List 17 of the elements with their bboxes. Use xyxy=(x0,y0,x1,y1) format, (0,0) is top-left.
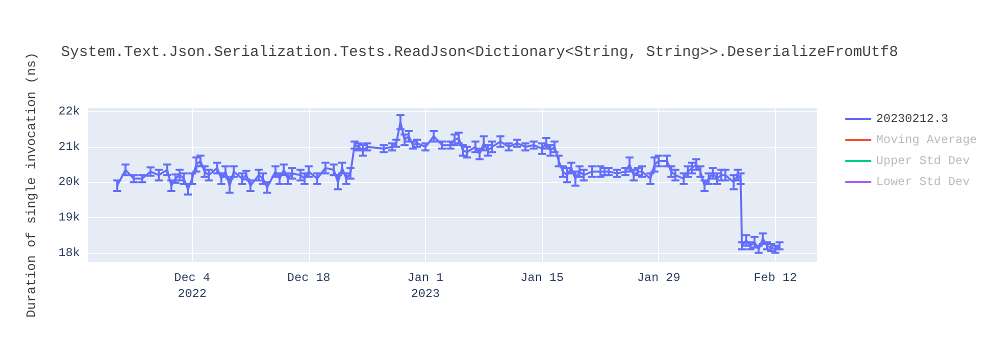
x-tick-label: Dec 18 xyxy=(287,271,330,285)
chart-title: System.Text.Json.Serialization.Tests.ReadJson<Dictionary<String, String>>.DeserializeFromUtf8 xyxy=(61,44,898,61)
y-tick-label: 19k xyxy=(58,210,80,224)
legend-label: Upper Std Dev xyxy=(876,154,970,168)
x-tick-label: Jan 15 xyxy=(520,271,564,285)
legend-label: Lower Std Dev xyxy=(876,175,970,189)
y-axis-title: Duration of single invocation (ns) xyxy=(24,52,39,318)
x-tick-label: Jan 29 xyxy=(637,271,680,285)
y-tick-label: 22k xyxy=(58,104,80,119)
y-tick-label: 20k xyxy=(58,175,80,190)
x-tick-label: Jan 1 2023 xyxy=(407,271,444,301)
y-tick-label: 18k xyxy=(58,246,80,260)
x-tick-label: Feb 12 xyxy=(754,271,797,285)
legend-label: Moving Average xyxy=(876,133,978,147)
legend-label: 20230212.3 xyxy=(876,112,948,126)
x-tick-label: Dec 4 2022 xyxy=(174,271,210,301)
y-tick-label: 21k xyxy=(58,140,80,154)
